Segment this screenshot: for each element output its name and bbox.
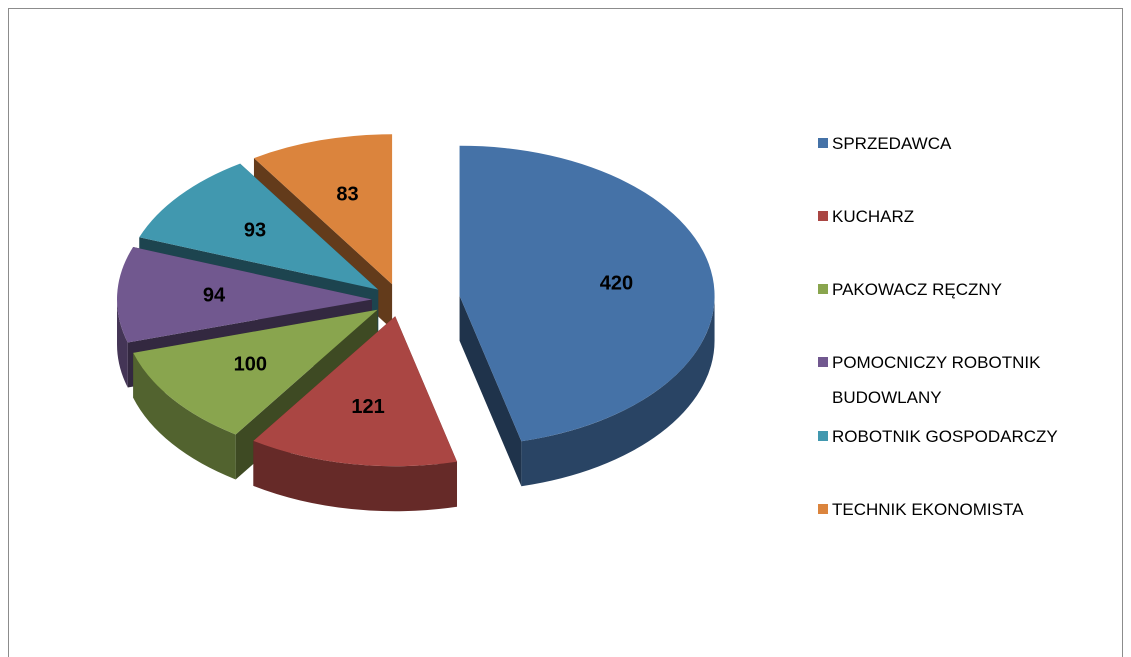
legend-swatch — [818, 357, 828, 367]
slice-edge — [521, 295, 715, 487]
slice — [253, 134, 393, 285]
slice — [253, 316, 458, 467]
legend-item: TECHNIK EKONOMISTA — [818, 492, 1118, 527]
legend-item: ROBOTNIK GOSPODARCZY — [818, 419, 1118, 454]
data-label: 420 — [600, 273, 633, 295]
slice-side — [459, 295, 522, 487]
chart-frame — [8, 8, 1123, 657]
slice — [133, 309, 378, 435]
legend-swatch — [818, 211, 828, 221]
legend-label: SPRZEDAWCA — [832, 134, 952, 153]
legend-item: POMOCNICZY ROBOTNIK BUDOWLANY — [818, 345, 1118, 415]
data-label: 94 — [203, 285, 226, 307]
legend-label: ROBOTNIK GOSPODARCZY — [832, 427, 1058, 446]
data-label: 100 — [234, 353, 267, 375]
slice-edge — [117, 299, 128, 388]
data-label: 121 — [351, 396, 384, 418]
legend-item: PAKOWACZ RĘCZNY — [818, 272, 1118, 307]
slice — [459, 145, 715, 442]
legend-label: POMOCNICZY ROBOTNIK BUDOWLANY — [832, 353, 1041, 407]
legend-label: PAKOWACZ RĘCZNY — [832, 280, 1003, 299]
slice — [139, 163, 379, 290]
legend-swatch — [818, 284, 828, 294]
data-label: 83 — [336, 183, 358, 205]
legend-item: SPRZEDAWCA — [818, 126, 1118, 161]
slice-edge — [133, 352, 236, 480]
legend-label: KUCHARZ — [832, 207, 915, 226]
legend-swatch — [818, 504, 828, 514]
data-label: 93 — [244, 220, 266, 242]
legend-item: KUCHARZ — [818, 199, 1118, 234]
legend-swatch — [818, 431, 828, 441]
slice — [117, 247, 373, 343]
legend-swatch — [818, 138, 828, 148]
slice-edge — [253, 440, 458, 512]
legend-label: TECHNIK EKONOMISTA — [832, 500, 1024, 519]
